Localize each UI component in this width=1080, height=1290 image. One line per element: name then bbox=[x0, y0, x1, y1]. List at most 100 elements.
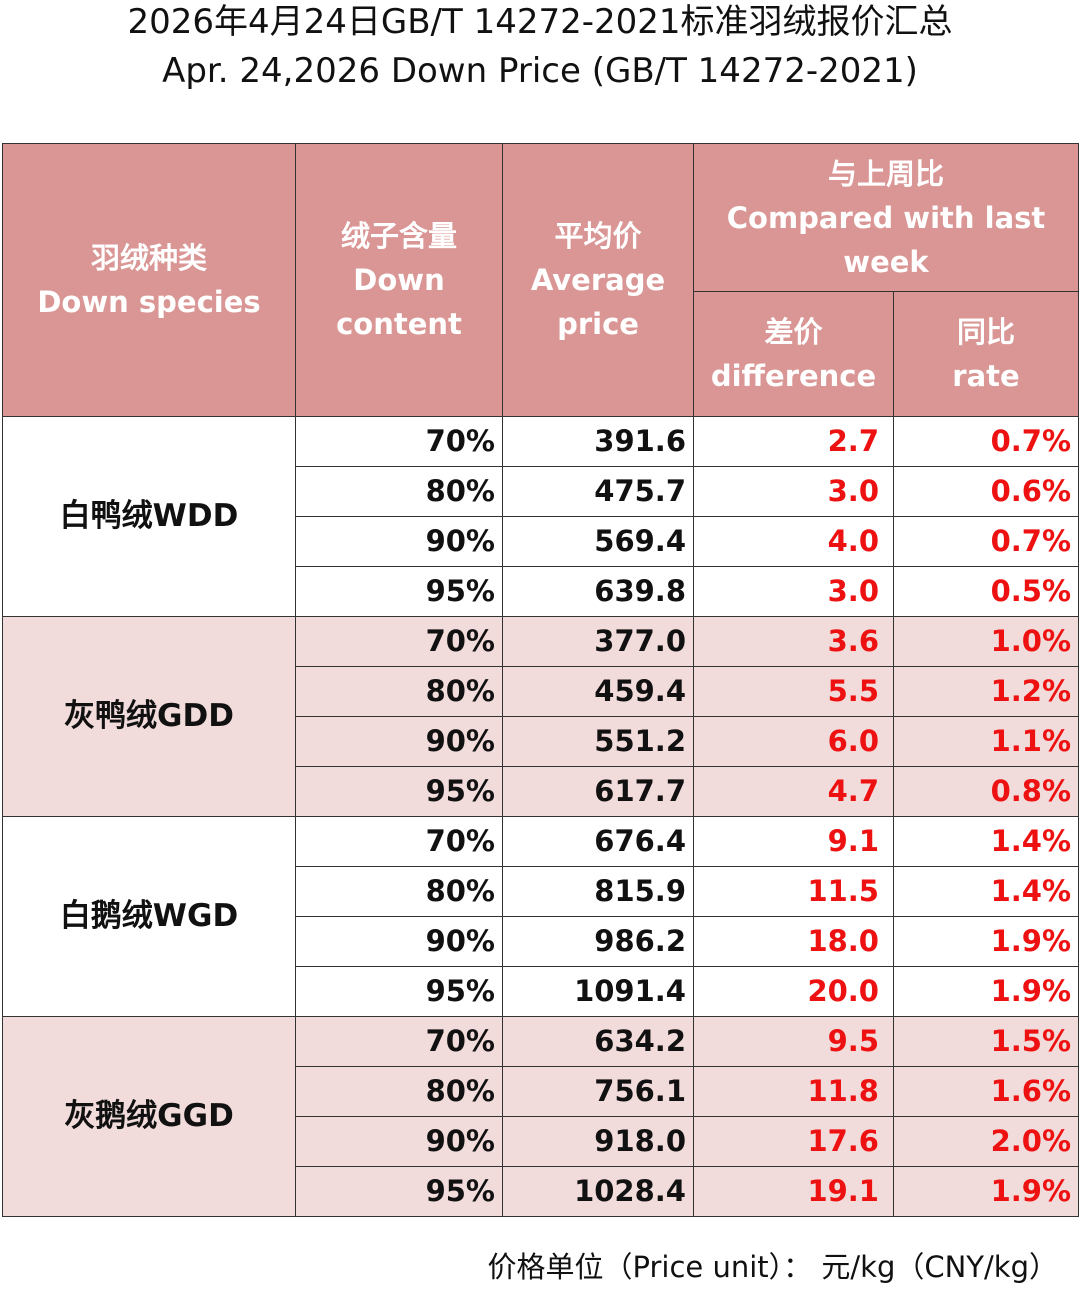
price-cell: 1091.4 bbox=[502, 966, 694, 1017]
header-diff-cn: 差价 bbox=[764, 315, 823, 349]
rate-cell: 1.4% bbox=[892, 816, 1080, 867]
rate-cell: 1.9% bbox=[892, 1166, 1080, 1217]
price-cell: 756.1 bbox=[502, 1066, 694, 1117]
difference-cell: 9.1 bbox=[693, 816, 894, 867]
rate-cell: 1.6% bbox=[892, 1066, 1080, 1117]
price-cell: 569.4 bbox=[502, 516, 694, 567]
content-cell: 90% bbox=[295, 516, 503, 567]
header-avg-en1: Average bbox=[530, 263, 666, 297]
rate-cell: 1.1% bbox=[892, 716, 1080, 767]
difference-cell: 4.0 bbox=[693, 516, 894, 567]
rate-cell: 0.7% bbox=[892, 416, 1080, 467]
difference-cell: 5.5 bbox=[693, 666, 894, 717]
difference-cell: 4.7 bbox=[693, 766, 894, 817]
difference-cell: 18.0 bbox=[693, 916, 894, 967]
price-cell: 815.9 bbox=[502, 866, 694, 917]
content-cell: 80% bbox=[295, 466, 503, 517]
table-row: 95% 1028.4 19.1 1.9% bbox=[3, 1166, 1080, 1217]
price-cell: 377.0 bbox=[502, 616, 694, 667]
content-cell: 90% bbox=[295, 1116, 503, 1167]
header-compare-en2: week bbox=[843, 244, 929, 279]
header-rate-cn: 同比 bbox=[957, 315, 1016, 349]
table-row: 80% 815.9 11.5 1.4% bbox=[3, 866, 1080, 917]
content-cell: 70% bbox=[295, 1016, 503, 1067]
price-cell: 676.4 bbox=[502, 816, 694, 867]
price-cell: 1028.4 bbox=[502, 1166, 694, 1217]
rate-cell: 0.5% bbox=[892, 566, 1080, 617]
header-compare-cn: 与上周比 bbox=[828, 156, 945, 191]
content-cell: 70% bbox=[295, 616, 503, 667]
table-row: 灰鹅绒GGD 70% 634.2 9.5 1.5% bbox=[2, 1016, 1080, 1217]
content-cell: 95% bbox=[295, 566, 503, 617]
price-unit-note: 价格单位（Price unit）： 元/kg（CNY/kg） bbox=[487, 1250, 1058, 1284]
header-content-en1: Down bbox=[353, 263, 445, 297]
table-row: 白鸭绒WDD 70% 391.6 2.7 0.7% bbox=[2, 416, 1080, 617]
header-content-en2: content bbox=[336, 307, 462, 341]
difference-cell: 9.5 bbox=[693, 1016, 894, 1067]
table-row: 95% 1091.4 20.0 1.9% bbox=[3, 966, 1080, 1017]
difference-cell: 20.0 bbox=[693, 966, 894, 1017]
difference-cell: 3.6 bbox=[693, 616, 894, 667]
rate-cell: 1.0% bbox=[892, 616, 1080, 667]
species-cell: 白鸭绒WDD bbox=[2, 416, 296, 617]
table-row: 80% 459.4 5.5 1.2% bbox=[3, 666, 1080, 717]
header-rate: 同比 rate bbox=[892, 291, 1080, 417]
table-row: 80% 756.1 11.8 1.6% bbox=[3, 1066, 1080, 1117]
difference-cell: 6.0 bbox=[693, 716, 894, 767]
header-species-en: Down species bbox=[37, 285, 261, 319]
header-avg-cn: 平均价 bbox=[554, 219, 642, 253]
species-cell: 灰鹅绒GGD bbox=[2, 1016, 296, 1217]
header-average-price: 平均价 Average price bbox=[502, 143, 694, 417]
difference-cell: 17.6 bbox=[693, 1116, 894, 1167]
content-cell: 80% bbox=[295, 666, 503, 717]
difference-cell: 3.0 bbox=[693, 566, 894, 617]
price-cell: 475.7 bbox=[502, 466, 694, 517]
page-title-en: Apr. 24,2026 Down Price (GB/T 14272-2021… bbox=[162, 51, 918, 91]
content-cell: 70% bbox=[295, 816, 503, 867]
price-cell: 391.6 bbox=[502, 416, 694, 467]
species-cell: 白鹅绒WGD bbox=[2, 816, 296, 1017]
price-cell: 918.0 bbox=[502, 1116, 694, 1167]
content-cell: 70% bbox=[295, 416, 503, 467]
header-species: 羽绒种类 Down species bbox=[2, 143, 296, 417]
price-cell: 986.2 bbox=[502, 916, 694, 967]
difference-cell: 2.7 bbox=[693, 416, 894, 467]
rate-cell: 0.7% bbox=[892, 516, 1080, 567]
rate-cell: 2.0% bbox=[892, 1116, 1080, 1167]
header-diff-en: difference bbox=[710, 359, 877, 393]
header-avg-en2: price bbox=[557, 307, 639, 341]
header-content-cn: 绒子含量 bbox=[340, 219, 457, 253]
header-species-cn: 羽绒种类 bbox=[90, 241, 207, 275]
table-row: 白鹅绒WGD 70% 676.4 9.1 1.4% bbox=[2, 816, 1080, 1017]
species-cell: 灰鸭绒GDD bbox=[2, 616, 296, 817]
content-cell: 95% bbox=[295, 1166, 503, 1217]
price-cell: 639.8 bbox=[502, 566, 694, 617]
price-cell: 459.4 bbox=[502, 666, 694, 717]
difference-cell: 3.0 bbox=[693, 466, 894, 517]
table-row: 灰鸭绒GDD 70% 377.0 3.6 1.0% bbox=[2, 616, 1080, 817]
header-compare-en1: Compared with last bbox=[726, 200, 1046, 235]
rate-cell: 1.9% bbox=[892, 916, 1080, 967]
price-cell: 617.7 bbox=[502, 766, 694, 817]
down-price-table: 羽绒种类 Down species 绒子含量 Down content 平均价 … bbox=[2, 143, 1080, 1217]
content-cell: 80% bbox=[295, 1066, 503, 1117]
header-compared-last-week: 与上周比 Compared with last week bbox=[692, 143, 1080, 292]
rate-cell: 0.8% bbox=[892, 766, 1080, 817]
rate-cell: 1.2% bbox=[892, 666, 1080, 717]
difference-cell: 19.1 bbox=[693, 1166, 894, 1217]
content-cell: 80% bbox=[295, 866, 503, 917]
header-rate-en: rate bbox=[952, 359, 1020, 393]
content-cell: 95% bbox=[295, 766, 503, 817]
difference-cell: 11.5 bbox=[693, 866, 894, 917]
price-cell: 551.2 bbox=[502, 716, 694, 767]
rate-cell: 1.9% bbox=[892, 966, 1080, 1017]
rate-cell: 0.6% bbox=[892, 466, 1080, 517]
page-title-cn: 2026年4月24日GB/T 14272-2021标准羽绒报价汇总 bbox=[127, 2, 953, 42]
header-down-content: 绒子含量 Down content bbox=[295, 143, 503, 417]
price-cell: 634.2 bbox=[502, 1016, 694, 1067]
difference-cell: 11.8 bbox=[693, 1066, 894, 1117]
header-difference: 差价 difference bbox=[693, 291, 894, 417]
content-cell: 95% bbox=[295, 966, 503, 1017]
table-row: 95% 639.8 3.0 0.5% bbox=[3, 566, 1080, 617]
table-row: 90% 986.2 18.0 1.9% bbox=[3, 916, 1080, 967]
